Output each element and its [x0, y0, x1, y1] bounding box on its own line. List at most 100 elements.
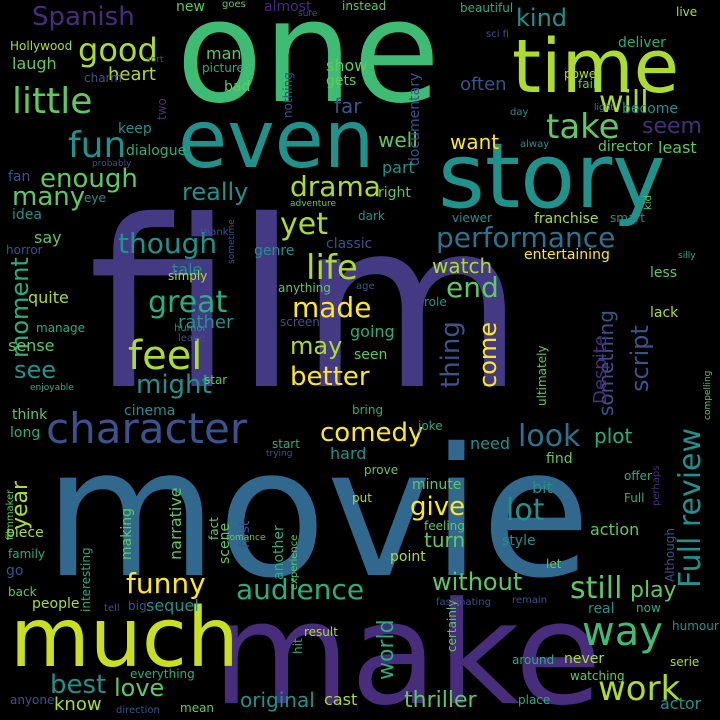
word-though: though: [118, 227, 218, 260]
word-everything: everything: [130, 667, 195, 681]
word-little: little: [12, 81, 93, 122]
word-dialogue: dialogue: [126, 143, 187, 159]
word-play: play: [630, 578, 677, 603]
word-instead: instead: [342, 0, 387, 13]
word-feel: feel: [128, 333, 203, 379]
word-film: film: [88, 171, 525, 441]
word-screen: screen: [280, 315, 320, 329]
word-will: will: [599, 85, 649, 120]
word-watching: watching: [570, 669, 625, 683]
word-sci-fi: sci fi: [486, 29, 509, 40]
word-seem: seem: [642, 114, 702, 139]
word-let: let: [546, 557, 562, 571]
word-anything: anything: [278, 281, 331, 295]
word-horror: horror: [6, 243, 43, 257]
word-way: way: [582, 609, 663, 655]
word-become: become: [622, 101, 679, 117]
word-offer: offer: [624, 469, 652, 483]
word-lack: lack: [650, 305, 679, 321]
word-humour: humour: [672, 619, 719, 633]
word-life: life: [306, 248, 358, 288]
word-part: part: [382, 158, 415, 177]
word-watch: watch: [432, 254, 493, 278]
word-actor: actor: [660, 694, 702, 713]
word-one: one: [176, 0, 441, 135]
word-scene: scene: [217, 522, 233, 564]
word-minute: minute: [412, 477, 462, 493]
word-work: work: [598, 669, 681, 709]
word-real: real: [588, 601, 615, 617]
word-nothing: nothing: [281, 72, 295, 118]
word-keep: keep: [118, 121, 152, 137]
word-leave: leave: [178, 333, 206, 344]
word-eye: eye: [84, 191, 106, 205]
word-go: go: [6, 563, 24, 579]
word-come: come: [474, 321, 502, 388]
word-yet: yet: [280, 207, 328, 242]
word-may: may: [290, 332, 343, 360]
word-sense: sense: [8, 336, 55, 355]
word-power: power: [564, 67, 602, 81]
word-direction: direction: [116, 705, 160, 716]
word-bad: bad: [224, 79, 251, 95]
word-director: director: [598, 139, 653, 155]
word-smart: smart: [610, 211, 645, 225]
word-give: give: [410, 492, 466, 522]
word-almost: almost: [264, 0, 312, 15]
word-sure: sure: [298, 9, 318, 19]
word-without: without: [432, 568, 523, 596]
word-comedy: comedy: [320, 418, 424, 448]
word-role: role: [424, 295, 447, 309]
word-serie: serie: [670, 655, 700, 669]
word-rather: rather: [178, 312, 234, 333]
word-plot: plot: [594, 424, 633, 448]
word-thing: thing: [436, 321, 466, 388]
word-ultimately: ultimately: [535, 345, 549, 406]
word-spanish: Spanish: [32, 2, 135, 32]
word-piece: piece: [6, 525, 44, 541]
word-even: even: [178, 93, 375, 186]
word-find: find: [546, 451, 573, 467]
word-want: want: [450, 130, 500, 154]
word-sometime: sometime: [227, 219, 237, 264]
word-seen: seen: [354, 347, 388, 363]
word-entertaining: entertaining: [524, 247, 610, 263]
word-performance: performance: [436, 221, 616, 254]
word-often: often: [460, 74, 507, 95]
word-now: now: [636, 601, 661, 615]
word-around: around: [512, 653, 555, 667]
word-genre: genre: [254, 243, 295, 259]
word-fail: fail: [578, 77, 597, 91]
word-simply: simply: [168, 269, 208, 283]
word-audience: audience: [236, 573, 365, 606]
word-fun: fun: [68, 125, 127, 166]
word-kind: kind: [516, 4, 568, 32]
word-bring: bring: [352, 403, 384, 417]
word-great: great: [148, 285, 228, 320]
word-manage: manage: [36, 321, 86, 335]
word-romance: romance: [226, 533, 266, 543]
word-character: character: [46, 404, 248, 453]
word-viewer: viewer: [452, 211, 492, 225]
word-day: day: [510, 107, 529, 118]
word-end: end: [446, 271, 499, 304]
word-people: people: [32, 596, 80, 612]
word-might: might: [136, 370, 212, 400]
word-right: right: [378, 185, 411, 201]
word-style: style: [502, 533, 536, 549]
word-despite: Despite: [590, 335, 611, 404]
word-look: look: [518, 419, 581, 454]
word-star: star: [204, 373, 228, 387]
word-heart: heart: [108, 64, 156, 85]
word-going: going: [350, 322, 395, 341]
word-fascinating: fascinating: [436, 597, 491, 608]
word-sort: sort: [146, 55, 164, 65]
word-say: say: [34, 228, 62, 247]
word-cast: cast: [324, 690, 358, 709]
word-least: least: [658, 138, 697, 157]
word-man: man: [206, 44, 242, 63]
word-big: big: [128, 599, 147, 613]
word-probably: probably: [92, 159, 132, 169]
word-gets: gets: [326, 73, 357, 89]
